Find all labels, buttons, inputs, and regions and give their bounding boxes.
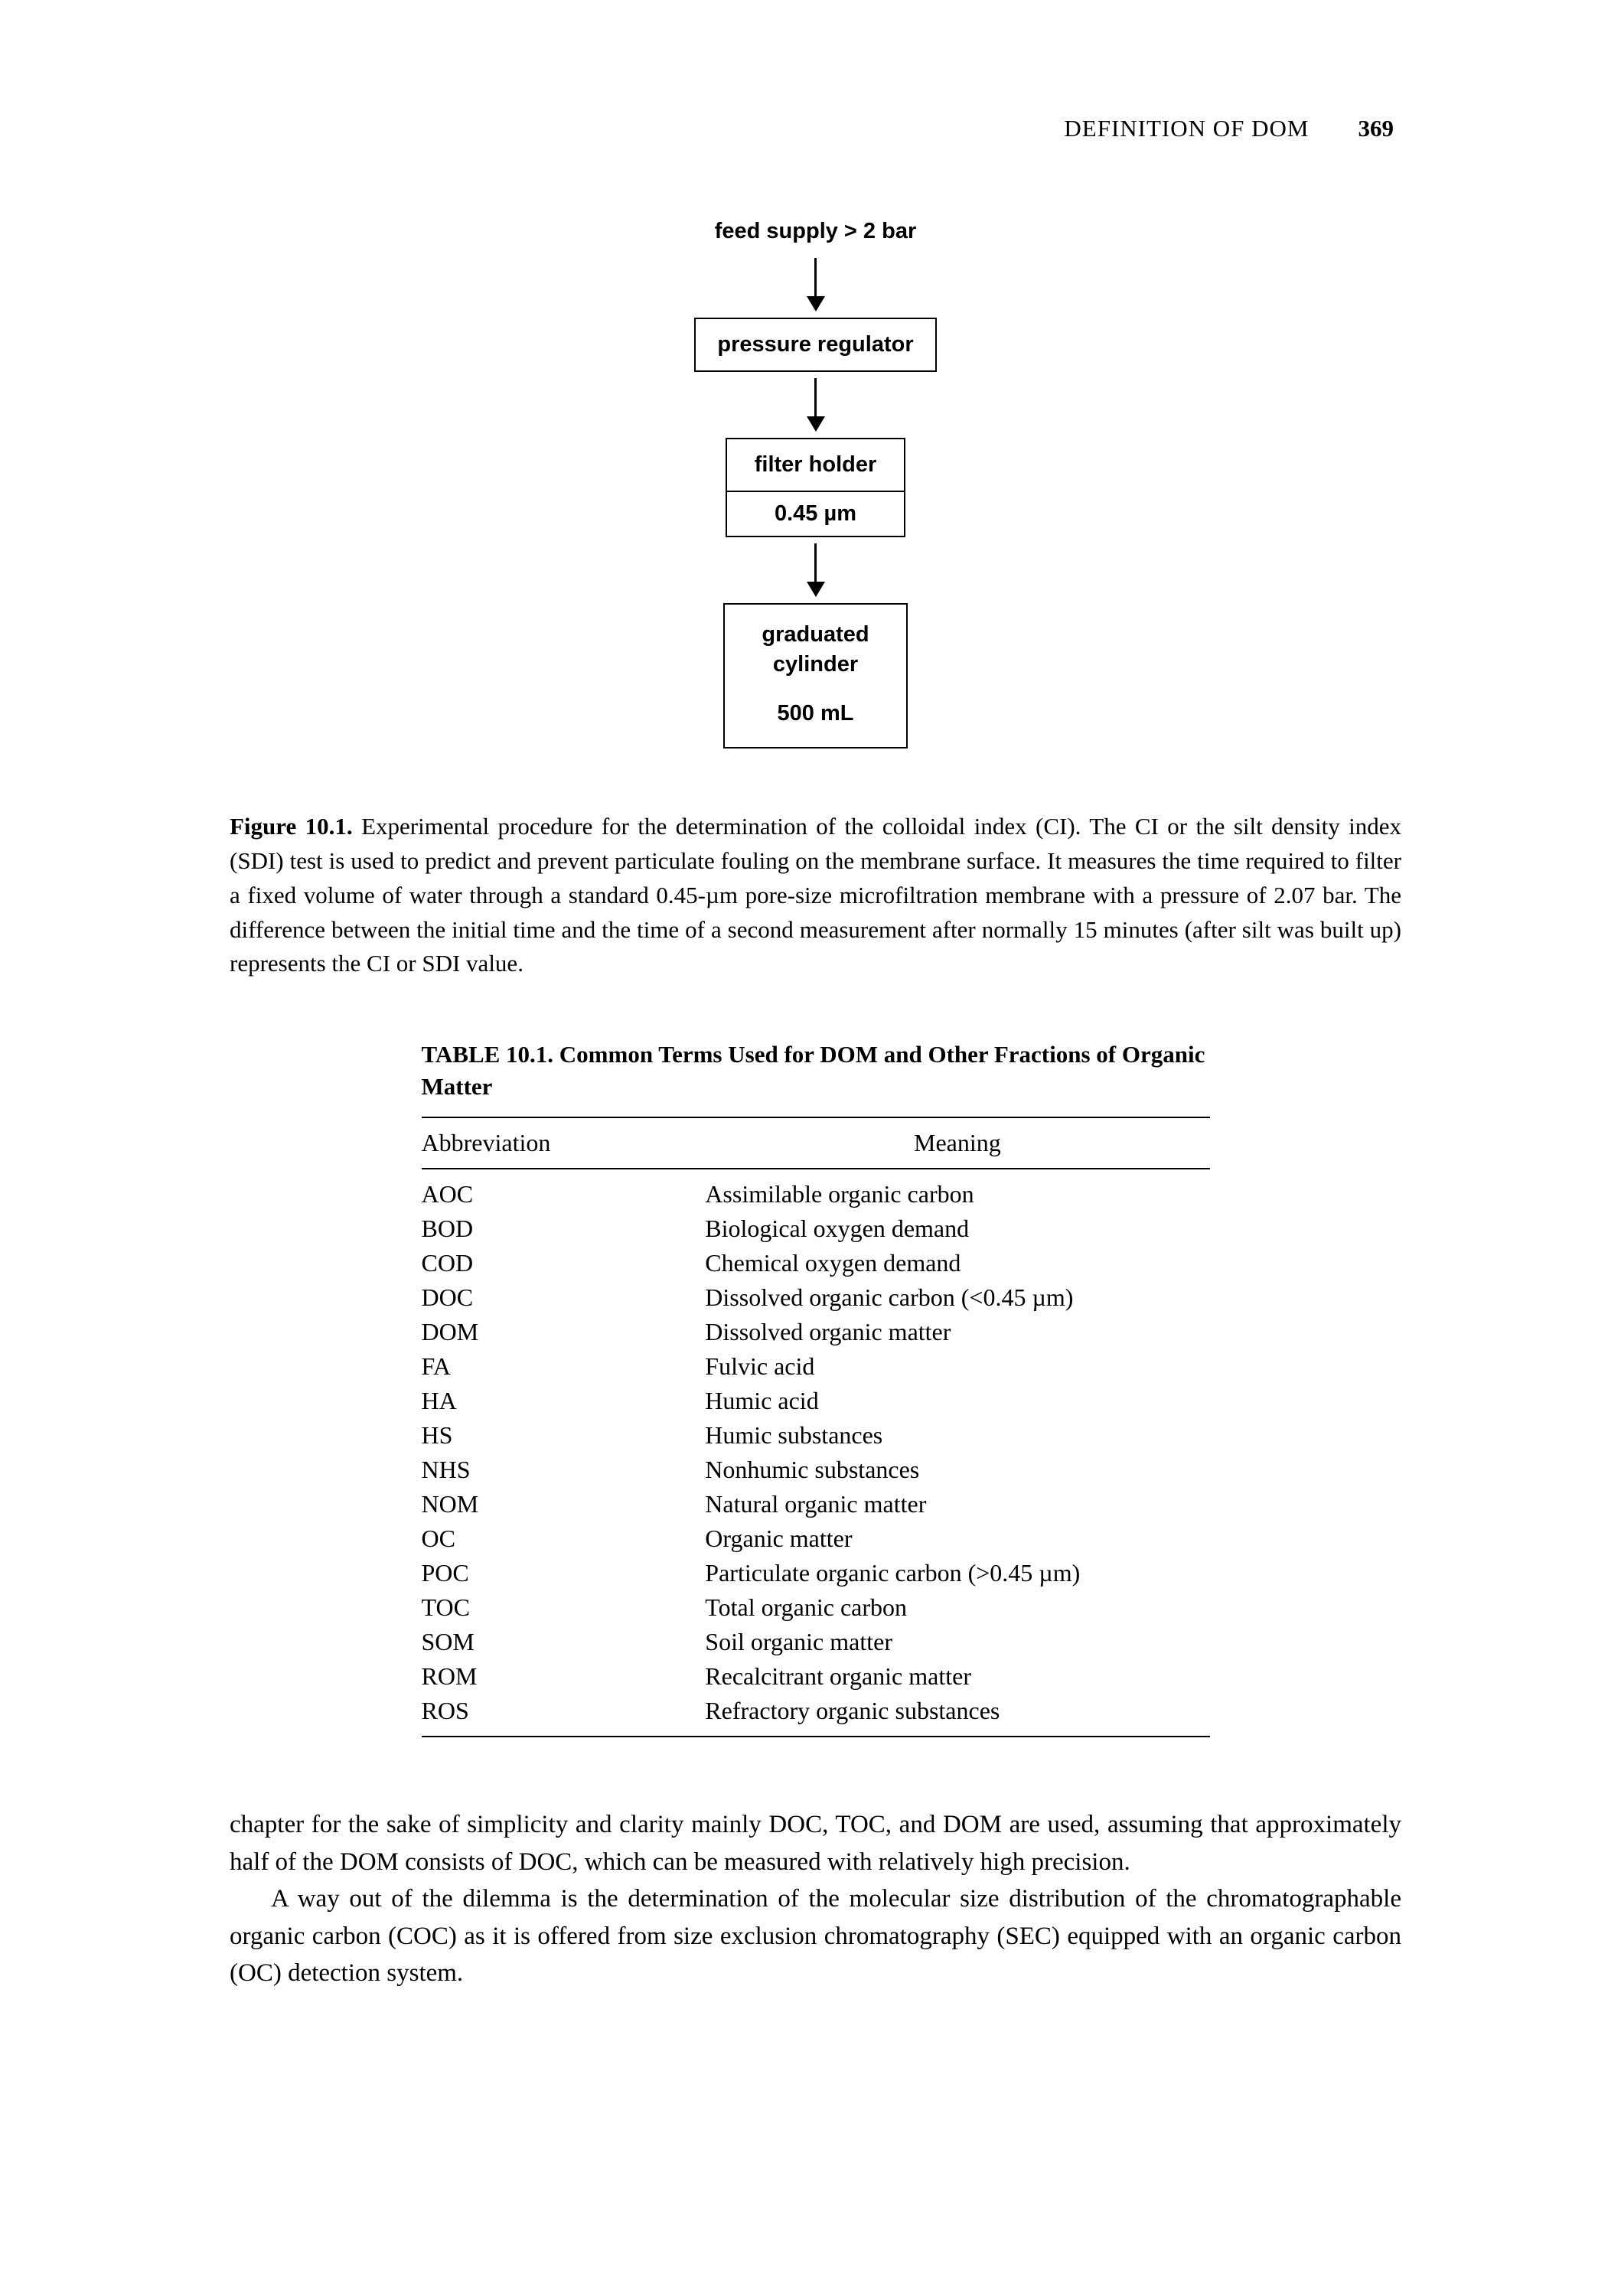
table-row: TOCTotal organic carbon (422, 1590, 1210, 1625)
table-cell-meaning: Nonhumic substances (705, 1453, 1209, 1487)
flow-feed-label: feed supply > 2 bar (715, 219, 917, 244)
table-row: NOMNatural organic matter (422, 1487, 1210, 1521)
figure-caption-text: Experimental procedure for the determina… (230, 813, 1401, 977)
table-col-abbr: Abbreviation (422, 1117, 706, 1169)
flow-filter-holder-group: filter holder 0.45 µm (726, 438, 906, 537)
table-row: OCOrganic matter (422, 1521, 1210, 1556)
figure-caption: Figure 10.1. Experimental procedure for … (230, 810, 1401, 982)
running-head: DEFINITION OF DOM (1064, 115, 1309, 142)
table-cell-abbr: FA (422, 1349, 706, 1384)
table-cell-abbr: ROS (422, 1694, 706, 1737)
page-number: 369 (1358, 115, 1394, 142)
table-cell-meaning: Total organic carbon (705, 1590, 1209, 1625)
table-row: NHSNonhumic substances (422, 1453, 1210, 1487)
table-cell-abbr: NOM (422, 1487, 706, 1521)
flow-filter-pore-size: 0.45 µm (726, 492, 906, 537)
flow-cyl-volume: 500 mL (762, 699, 869, 729)
table-cell-meaning: Dissolved organic carbon (<0.45 µm) (705, 1280, 1209, 1315)
table-cell-abbr: HS (422, 1418, 706, 1453)
table-cell-meaning: Humic substances (705, 1418, 1209, 1453)
table-row: HSHumic substances (422, 1418, 1210, 1453)
table-row: HAHumic acid (422, 1384, 1210, 1418)
flow-cyl-line2: cylinder (762, 650, 869, 680)
table-wrap: TABLE 10.1. Common Terms Used for DOM an… (422, 1039, 1210, 1737)
figure-label: Figure 10.1. (230, 813, 353, 840)
table-cell-meaning: Recalcitrant organic matter (705, 1659, 1209, 1694)
arrow-icon (807, 258, 825, 311)
table-row: ROMRecalcitrant organic matter (422, 1659, 1210, 1694)
table-cell-meaning: Fulvic acid (705, 1349, 1209, 1384)
table-row: DOMDissolved organic matter (422, 1315, 1210, 1349)
table-cell-abbr: HA (422, 1384, 706, 1418)
table-cell-meaning: Humic acid (705, 1384, 1209, 1418)
dom-terms-table: Abbreviation Meaning AOCAssimilable orga… (422, 1117, 1210, 1737)
table-cell-abbr: TOC (422, 1590, 706, 1625)
table-cell-abbr: ROM (422, 1659, 706, 1694)
flow-cyl-line1: graduated (762, 620, 869, 650)
table-cell-abbr: OC (422, 1521, 706, 1556)
table-row: CODChemical oxygen demand (422, 1246, 1210, 1280)
table-cell-meaning: Biological oxygen demand (705, 1212, 1209, 1246)
table-cell-meaning: Dissolved organic matter (705, 1315, 1209, 1349)
table-col-meaning: Meaning (705, 1117, 1209, 1169)
flow-pressure-regulator-box: pressure regulator (694, 318, 936, 372)
flow-graduated-cylinder-box: graduated cylinder 500 mL (723, 603, 907, 748)
table-row: SOMSoil organic matter (422, 1625, 1210, 1659)
table-cell-abbr: POC (422, 1556, 706, 1590)
table-row: AOCAssimilable organic carbon (422, 1169, 1210, 1212)
arrow-icon (807, 378, 825, 432)
flow-filter-holder-box: filter holder (726, 438, 906, 492)
table-row: BODBiological oxygen demand (422, 1212, 1210, 1246)
table-cell-meaning: Soil organic matter (705, 1625, 1209, 1659)
table-cell-abbr: NHS (422, 1453, 706, 1487)
table-cell-meaning: Natural organic matter (705, 1487, 1209, 1521)
table-cell-abbr: AOC (422, 1169, 706, 1212)
table-cell-abbr: DOM (422, 1315, 706, 1349)
table-title: TABLE 10.1. Common Terms Used for DOM an… (422, 1039, 1210, 1103)
table-cell-abbr: SOM (422, 1625, 706, 1659)
flowchart: feed supply > 2 bar pressure regulator f… (230, 219, 1401, 748)
table-row: DOCDissolved organic carbon (<0.45 µm) (422, 1280, 1210, 1315)
page-header: DEFINITION OF DOM 369 (230, 115, 1401, 142)
table-cell-meaning: Assimilable organic carbon (705, 1169, 1209, 1212)
table-row: POCParticulate organic carbon (>0.45 µm) (422, 1556, 1210, 1590)
table-cell-meaning: Particulate organic carbon (>0.45 µm) (705, 1556, 1209, 1590)
arrow-icon (807, 543, 825, 597)
table-row: FAFulvic acid (422, 1349, 1210, 1384)
table-cell-abbr: DOC (422, 1280, 706, 1315)
table-cell-abbr: BOD (422, 1212, 706, 1246)
body-paragraph-2: A way out of the dilemma is the determin… (230, 1880, 1401, 1992)
body-paragraph-1: chapter for the sake of simplicity and c… (230, 1806, 1401, 1880)
table-row: ROSRefractory organic substances (422, 1694, 1210, 1737)
table-cell-meaning: Chemical oxygen demand (705, 1246, 1209, 1280)
table-cell-abbr: COD (422, 1246, 706, 1280)
table-cell-meaning: Organic matter (705, 1521, 1209, 1556)
table-cell-meaning: Refractory organic substances (705, 1694, 1209, 1737)
